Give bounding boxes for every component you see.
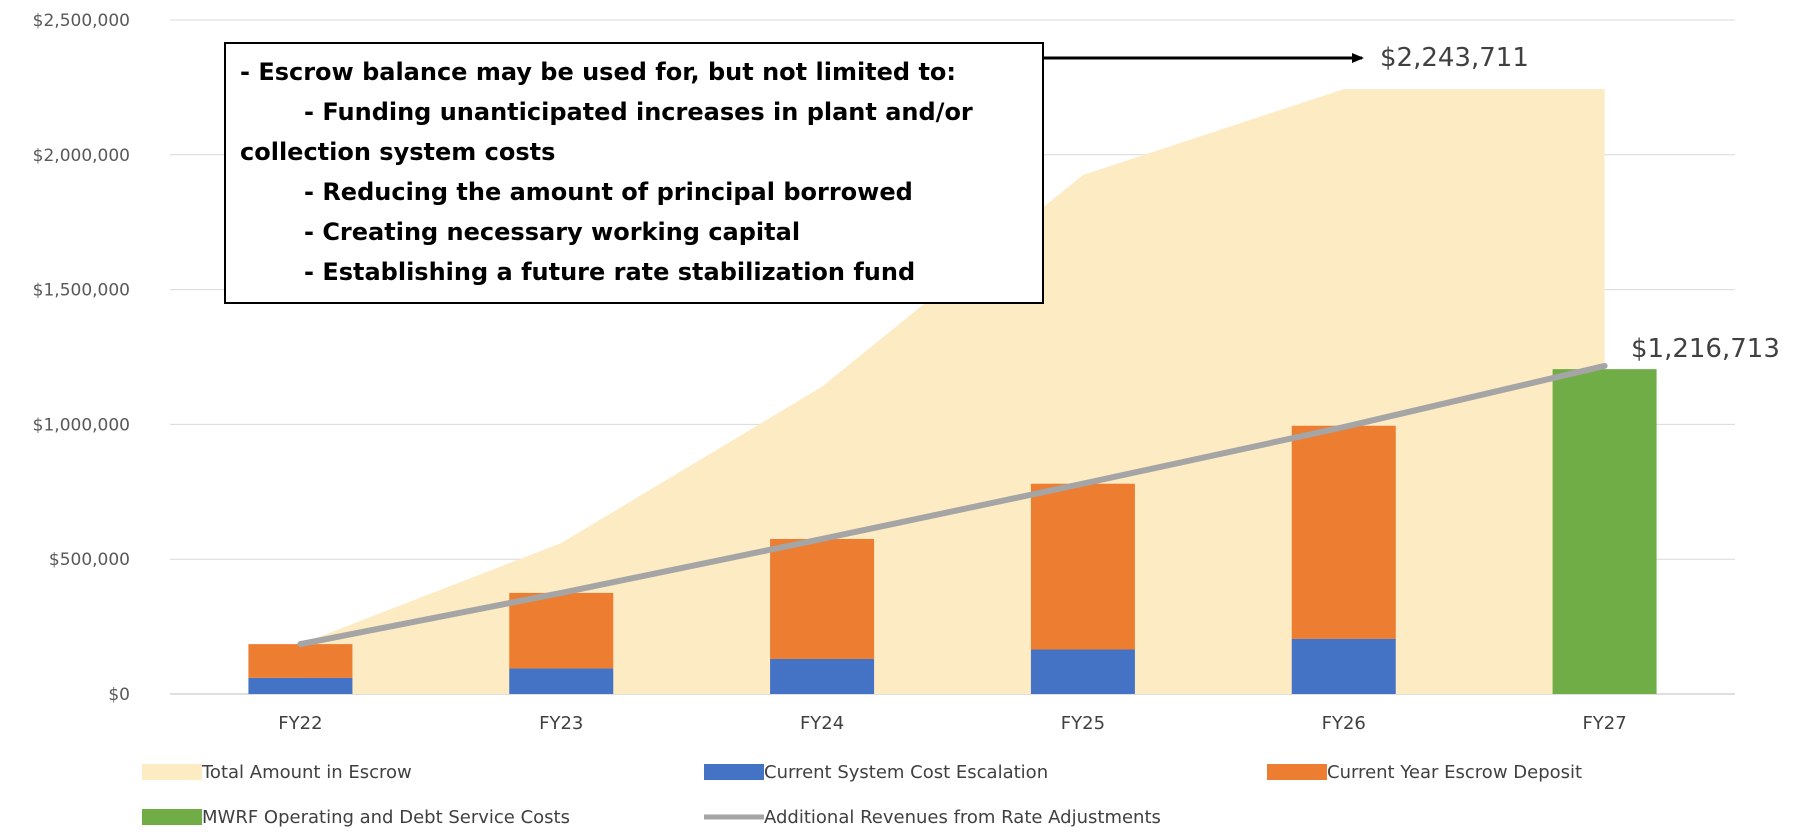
annotation-line: - Funding unanticipated increases in pla… (304, 98, 973, 126)
data-label-fy27: $1,216,713 (1631, 334, 1780, 364)
x-tick-label: FY25 (1061, 713, 1105, 734)
annotation-line: - Establishing a future rate stabilizati… (304, 258, 916, 286)
legend-label: Total Amount in Escrow (201, 762, 412, 783)
x-tick-label: FY27 (1582, 713, 1626, 734)
bar-escrow-deposit (248, 644, 353, 678)
legend-label: Current System Cost Escalation (764, 762, 1048, 783)
y-tick-label: $0 (108, 685, 130, 705)
legend-label: MWRF Operating and Debt Service Costs (202, 807, 570, 828)
legend-label: Additional Revenues from Rate Adjustment… (764, 807, 1161, 828)
legend-swatch (1267, 764, 1327, 780)
area-total-escrow (300, 89, 1605, 694)
line-additional-revenues (297, 362, 1608, 648)
y-tick-label: $2,000,000 (33, 146, 130, 166)
bar-mwrf-costs (1552, 369, 1657, 694)
bar-system-cost-escalation (248, 677, 353, 694)
annotation-line: - Escrow balance may be used for, but no… (240, 58, 957, 86)
bar-escrow-deposit (770, 538, 875, 659)
bar-escrow-deposit (1030, 483, 1135, 650)
y-tick-label: $1,500,000 (33, 281, 130, 301)
annotation-line: - Creating necessary working capital (304, 218, 801, 246)
y-tick-label: $1,000,000 (33, 415, 130, 435)
x-tick-label: FY24 (800, 713, 844, 734)
legend-swatch (704, 764, 764, 780)
bar-system-cost-escalation (770, 658, 875, 694)
y-tick-label: $2,500,000 (33, 11, 130, 31)
annotation-line: - Reducing the amount of principal borro… (304, 178, 913, 206)
bar-system-cost-escalation (1030, 649, 1135, 694)
x-tick-label: FY22 (278, 713, 322, 734)
y-tick-label: $500,000 (49, 550, 130, 570)
bar-escrow-deposit (1291, 425, 1396, 639)
bar-escrow-deposit (509, 592, 614, 669)
data-label-escrow-peak: $2,243,711 (1380, 43, 1529, 73)
annotation-line: collection system costs (240, 138, 556, 166)
x-tick-label: FY23 (539, 713, 583, 734)
bar-system-cost-escalation (1291, 638, 1396, 694)
bar-system-cost-escalation (509, 668, 614, 694)
annotation-box: - Escrow balance may be used for, but no… (224, 42, 1044, 304)
legend-label: Current Year Escrow Deposit (1327, 762, 1582, 783)
legend-swatch (142, 764, 202, 780)
x-tick-label: FY26 (1322, 713, 1366, 734)
legend-swatch (142, 809, 202, 825)
